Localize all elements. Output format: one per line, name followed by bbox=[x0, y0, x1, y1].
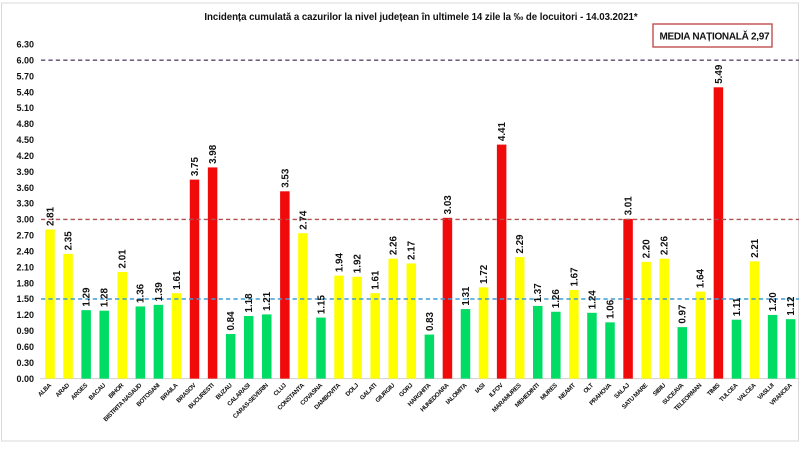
svg-text:3.00: 3.00 bbox=[16, 215, 34, 225]
svg-text:4.80: 4.80 bbox=[16, 119, 34, 129]
svg-text:2.40: 2.40 bbox=[16, 247, 34, 257]
svg-text:1.36: 1.36 bbox=[136, 283, 147, 303]
svg-text:2.26: 2.26 bbox=[389, 236, 400, 256]
svg-text:5.40: 5.40 bbox=[16, 87, 34, 97]
svg-text:1.31: 1.31 bbox=[461, 286, 472, 306]
svg-text:1.29: 1.29 bbox=[82, 287, 93, 307]
svg-text:4.41: 4.41 bbox=[497, 121, 508, 141]
svg-text:2.81: 2.81 bbox=[45, 206, 56, 226]
svg-text:3.90: 3.90 bbox=[16, 167, 34, 177]
svg-text:1.92: 1.92 bbox=[353, 254, 364, 274]
svg-text:6.00: 6.00 bbox=[16, 55, 34, 65]
svg-text:3.75: 3.75 bbox=[190, 157, 201, 177]
svg-text:3.30: 3.30 bbox=[16, 199, 34, 209]
svg-text:0.84: 0.84 bbox=[226, 311, 237, 331]
svg-text:2.20: 2.20 bbox=[642, 239, 653, 259]
svg-text:0.97: 0.97 bbox=[678, 304, 689, 324]
svg-text:1.94: 1.94 bbox=[334, 253, 345, 273]
svg-text:3.60: 3.60 bbox=[16, 183, 34, 193]
svg-text:4.50: 4.50 bbox=[16, 135, 34, 145]
svg-text:0.83: 0.83 bbox=[425, 311, 436, 331]
svg-text:3.03: 3.03 bbox=[443, 195, 454, 215]
svg-text:2.70: 2.70 bbox=[16, 231, 34, 241]
svg-text:1.15: 1.15 bbox=[316, 294, 327, 314]
svg-text:1.12: 1.12 bbox=[786, 296, 797, 316]
svg-text:1.20: 1.20 bbox=[768, 292, 779, 312]
svg-text:0.90: 0.90 bbox=[16, 326, 34, 336]
svg-text:2.26: 2.26 bbox=[660, 236, 671, 256]
svg-text:1.64: 1.64 bbox=[696, 268, 707, 288]
svg-text:1.26: 1.26 bbox=[551, 289, 562, 309]
svg-text:1.28: 1.28 bbox=[100, 288, 111, 308]
svg-text:1.72: 1.72 bbox=[479, 264, 490, 284]
svg-text:0.00: 0.00 bbox=[16, 374, 34, 384]
svg-text:2.01: 2.01 bbox=[118, 249, 129, 269]
svg-text:0.30: 0.30 bbox=[16, 358, 34, 368]
svg-text:1.20: 1.20 bbox=[16, 310, 34, 320]
svg-text:1.06: 1.06 bbox=[605, 299, 616, 319]
svg-text:1.67: 1.67 bbox=[569, 267, 580, 287]
svg-text:1.11: 1.11 bbox=[732, 297, 743, 316]
svg-text:1.80: 1.80 bbox=[16, 278, 34, 288]
svg-text:2.21: 2.21 bbox=[750, 238, 761, 258]
svg-text:1.61: 1.61 bbox=[172, 270, 183, 290]
svg-text:1.37: 1.37 bbox=[533, 283, 544, 303]
svg-text:1.18: 1.18 bbox=[244, 293, 255, 313]
svg-text:0.60: 0.60 bbox=[16, 342, 34, 352]
svg-text:1.24: 1.24 bbox=[587, 290, 598, 310]
svg-text:5.70: 5.70 bbox=[16, 71, 34, 81]
svg-text:2.74: 2.74 bbox=[298, 210, 309, 230]
svg-text:3.53: 3.53 bbox=[280, 168, 291, 188]
svg-text:3.01: 3.01 bbox=[623, 196, 634, 216]
svg-text:5.49: 5.49 bbox=[714, 64, 725, 84]
svg-text:2.10: 2.10 bbox=[16, 262, 34, 272]
svg-text:2.17: 2.17 bbox=[407, 240, 418, 260]
svg-text:Incidența cumulată a cazurilor: Incidența cumulată a cazurilor la nivel … bbox=[204, 12, 638, 23]
svg-text:3.98: 3.98 bbox=[208, 144, 219, 164]
svg-text:1.61: 1.61 bbox=[371, 270, 382, 290]
svg-text:2.29: 2.29 bbox=[515, 234, 526, 254]
svg-text:1.50: 1.50 bbox=[16, 294, 34, 304]
svg-text:1.39: 1.39 bbox=[154, 282, 165, 302]
svg-text:MEDIA NAȚIONALĂ 2,97: MEDIA NAȚIONALĂ 2,97 bbox=[660, 30, 770, 43]
svg-text:5.10: 5.10 bbox=[16, 103, 34, 113]
svg-text:1.21: 1.21 bbox=[262, 291, 273, 311]
svg-text:4.20: 4.20 bbox=[16, 151, 34, 161]
svg-text:2.35: 2.35 bbox=[63, 231, 74, 251]
svg-text:6.30: 6.30 bbox=[16, 40, 34, 50]
